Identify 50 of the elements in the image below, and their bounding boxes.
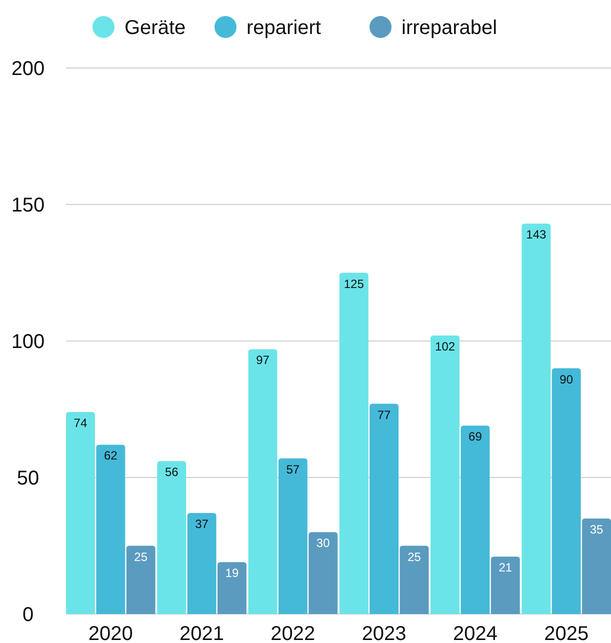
x-tick-label: 2023 <box>362 623 406 643</box>
data-label: 37 <box>195 516 209 531</box>
legend-label: repariert <box>246 17 322 39</box>
y-tick-label: 100 <box>11 331 45 353</box>
data-label: 21 <box>498 560 512 575</box>
bar <box>460 426 490 614</box>
data-label: 30 <box>316 536 330 550</box>
bar <box>187 512 216 614</box>
bar <box>522 224 551 614</box>
bar <box>308 532 338 614</box>
x-tick-label: 2024 <box>452 623 498 643</box>
bar <box>582 518 611 614</box>
y-tick-label: 50 <box>16 468 40 490</box>
data-label: 35 <box>590 522 604 536</box>
data-label: 143 <box>526 228 546 242</box>
y-tick-label: 0 <box>22 604 34 626</box>
legend-label: Geräte <box>124 17 186 39</box>
bar <box>430 336 460 614</box>
data-label: 25 <box>408 550 422 564</box>
bar <box>339 272 368 614</box>
bar <box>217 562 246 614</box>
x-tick-label: 2021 <box>180 623 224 643</box>
data-label: 125 <box>344 276 364 291</box>
data-label: 25 <box>134 550 148 564</box>
bar <box>370 404 399 614</box>
bar <box>552 368 581 614</box>
x-tick-label: 2020 <box>88 623 133 643</box>
data-label: 69 <box>468 430 482 444</box>
bar <box>157 461 186 614</box>
bar <box>126 546 156 614</box>
legend-label: irreparabel <box>402 17 498 39</box>
bar <box>66 412 95 614</box>
bar <box>278 458 308 614</box>
bar <box>490 556 520 614</box>
bar <box>96 444 126 614</box>
data-label: 57 <box>286 462 300 476</box>
bar <box>400 546 429 614</box>
data-label: 90 <box>560 372 574 386</box>
data-label: 102 <box>435 340 456 354</box>
y-tick-label: 200 <box>11 58 45 80</box>
x-tick-label: 2025 <box>544 623 589 643</box>
data-label: 56 <box>164 465 179 480</box>
y-tick-label: 150 <box>11 194 45 216</box>
data-label: 62 <box>104 448 118 463</box>
data-label: 97 <box>256 353 270 368</box>
data-label: 77 <box>377 408 392 422</box>
data-label: 19 <box>225 566 239 580</box>
x-tick-label: 2022 <box>270 623 316 643</box>
data-label: 74 <box>74 416 88 430</box>
bar <box>248 349 278 614</box>
